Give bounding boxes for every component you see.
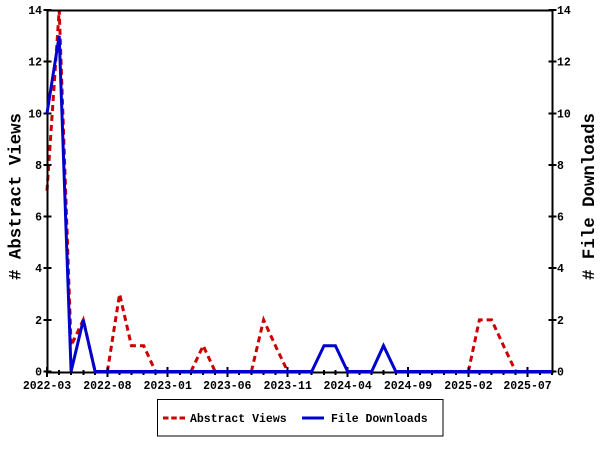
svg-text:14: 14 <box>557 5 571 18</box>
svg-text:2022-03: 2022-03 <box>23 380 71 393</box>
svg-text:# File Downloads: # File Downloads <box>581 113 600 280</box>
svg-text:8: 8 <box>35 160 42 173</box>
svg-text:2023-06: 2023-06 <box>203 380 251 393</box>
svg-text:Abstract Views: Abstract Views <box>190 413 287 426</box>
svg-text:6: 6 <box>35 212 42 225</box>
svg-text:8: 8 <box>557 160 564 173</box>
svg-text:2023-01: 2023-01 <box>144 380 192 393</box>
svg-text:10: 10 <box>28 108 42 121</box>
svg-text:2023-11: 2023-11 <box>264 380 312 393</box>
svg-text:File Downloads: File Downloads <box>331 413 428 426</box>
svg-text:14: 14 <box>28 5 42 18</box>
svg-text:12: 12 <box>28 57 42 70</box>
svg-text:10: 10 <box>557 108 571 121</box>
svg-text:2025-07: 2025-07 <box>503 380 551 393</box>
svg-text:0: 0 <box>35 367 42 380</box>
svg-text:0: 0 <box>557 367 564 380</box>
svg-text:6: 6 <box>557 212 564 225</box>
svg-text:2024-09: 2024-09 <box>384 380 432 393</box>
svg-text:2: 2 <box>557 315 564 328</box>
svg-text:2025-02: 2025-02 <box>444 380 492 393</box>
svg-text:2022-08: 2022-08 <box>83 380 131 393</box>
svg-text:12: 12 <box>557 57 571 70</box>
svg-text:4: 4 <box>557 263 564 276</box>
svg-text:4: 4 <box>35 263 42 276</box>
svg-text:2: 2 <box>35 315 42 328</box>
svg-text:# Abstract Views: # Abstract Views <box>8 113 27 280</box>
svg-text:2024-04: 2024-04 <box>323 380 371 393</box>
